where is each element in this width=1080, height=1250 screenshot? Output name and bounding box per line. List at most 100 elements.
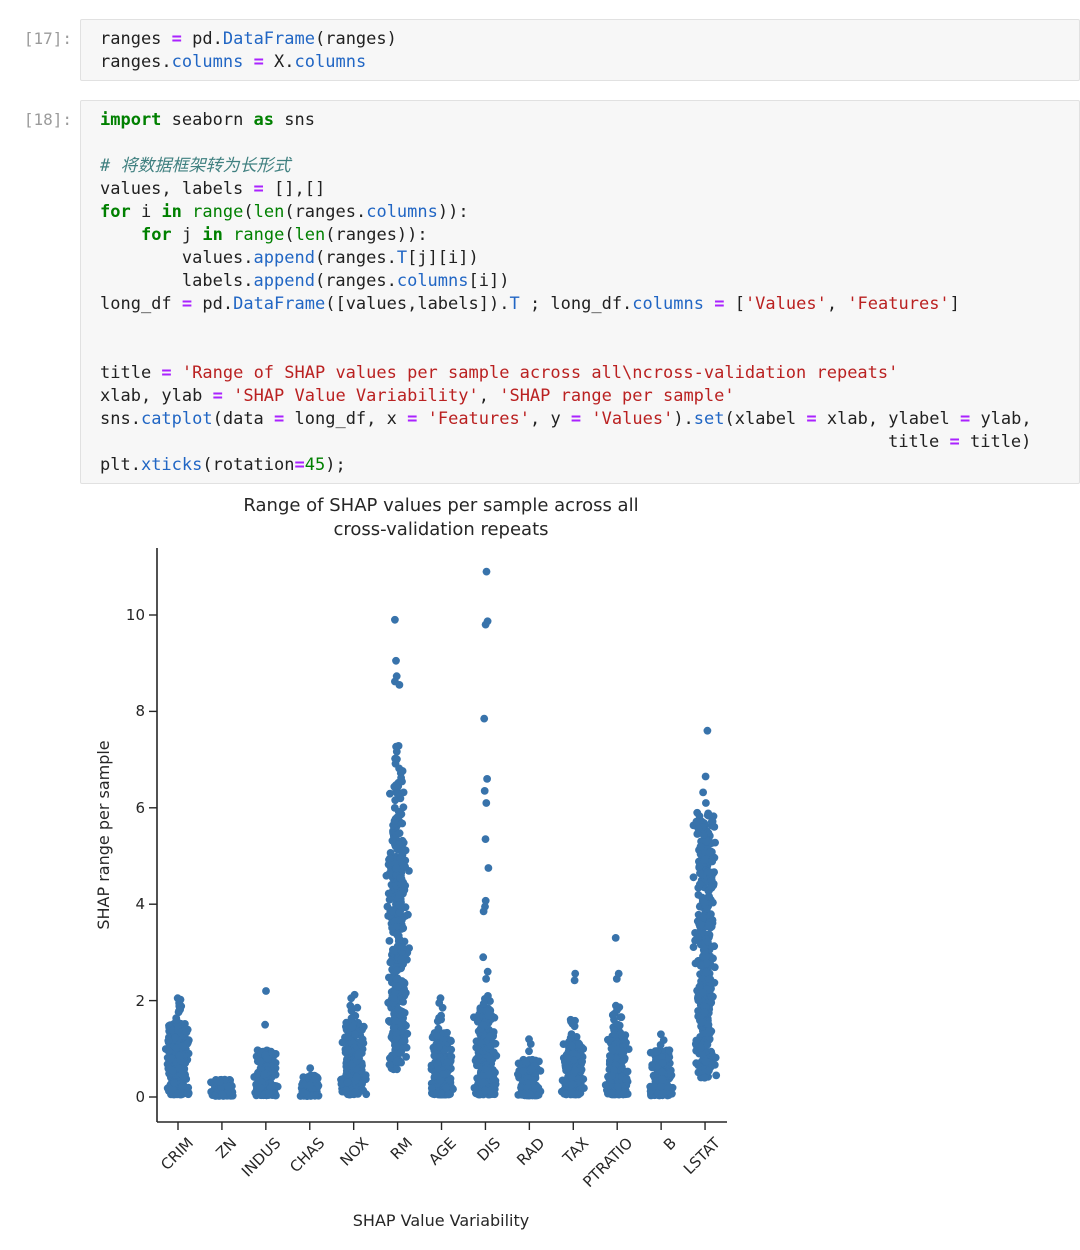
data-point [708,817,717,826]
data-point [392,1042,400,1050]
data-point [704,974,713,983]
code-token: 'Features' [427,409,530,429]
data-point [653,1047,662,1056]
code-token: for [100,202,131,222]
code-cell-input[interactable]: import seaborn as sns # 将数据框架转为长形式 values… [80,100,1080,484]
data-point [393,844,401,852]
data-point [399,788,408,797]
data-point [563,1064,572,1073]
code-token: (ranges)): [325,225,428,245]
data-point [343,1078,352,1087]
chart-title-line: Range of SHAP values per sample across a… [243,495,639,516]
data-point [490,1082,499,1091]
data-point [389,1023,398,1032]
data-point [696,880,704,889]
data-point [489,1048,498,1057]
code-token: 'SHAP Value Variability' [233,386,479,406]
data-point [390,817,399,825]
data-point [399,861,407,870]
data-point [710,942,719,951]
data-point [607,1089,616,1098]
strip-dots [161,567,721,1100]
code-line: ranges.columns = X.columns [100,51,1079,74]
data-point [398,850,407,859]
data-point [703,1040,712,1049]
data-point [401,989,410,997]
code-line: for i in range(len(ranges.columns)): [100,201,1079,224]
data-point [348,1023,357,1032]
data-point [700,1002,709,1011]
data-point [179,1072,188,1081]
cell-input-prompt: [18]: [23,110,72,129]
data-point [392,672,401,681]
data-point [398,819,407,828]
data-point [689,873,698,882]
data-point [390,946,398,955]
data-point [447,1037,455,1045]
code-token: columns [171,52,244,72]
code-token: columns [632,294,704,314]
data-point [357,1036,366,1045]
data-point [699,913,708,922]
data-point [705,848,714,857]
code-token: = [714,294,725,314]
data-point [384,889,393,898]
data-point [711,838,719,847]
code-token: len [253,202,285,222]
data-point [482,567,491,576]
data-point [525,1047,533,1056]
data-point [614,1082,622,1091]
data-point [694,1068,703,1077]
code-token: in [161,202,182,222]
data-point [352,1073,361,1081]
data-point [433,1089,442,1097]
code-token: catplot [140,409,213,429]
code-line: values.append(ranges.T[j][i]) [100,247,1079,270]
code-cell-input[interactable]: ranges = pd.DataFrame(ranges) ranges.colu… [80,19,1080,81]
data-point [623,1067,632,1076]
code-token: = [212,386,223,406]
data-point [385,854,394,863]
code-token: = [959,409,971,429]
code-token: xlab, ylabel [816,409,960,429]
data-point [703,726,712,735]
code-token: = [949,432,960,452]
data-point [399,924,407,932]
data-point [391,1017,400,1025]
chart-title-line: cross-validation repeats [333,519,549,540]
code-line: xlab, ylab = 'SHAP Value Variability', '… [100,385,1079,408]
code-token: title [100,432,950,452]
data-point [168,1085,177,1094]
data-point [359,1022,368,1031]
data-point [564,1054,572,1063]
data-point [692,1036,701,1045]
code-token: = [407,409,418,429]
code-token: append [253,248,315,268]
code-token: ); [325,455,346,475]
code-token: xlab, ylab [100,386,213,406]
code-token: title) [959,432,1032,452]
data-point [395,908,404,917]
data-point [479,1078,488,1087]
code-token: ). [673,409,694,429]
code-token: 'Values' [744,294,827,314]
data-point [658,1089,667,1098]
code-token: ; long_df. [519,294,633,314]
code-line [100,339,1079,362]
data-point [175,1006,183,1015]
code-token: , y [529,409,571,429]
data-point [486,1054,494,1063]
code-token: as [253,110,275,130]
data-point [705,921,713,930]
data-point [338,1038,347,1047]
data-point [170,1079,179,1087]
data-point [616,1013,625,1021]
data-point [705,1026,714,1035]
code-line: # 将数据框架转为长形式 [100,155,1079,178]
data-point [443,1058,452,1067]
data-point [481,1086,490,1095]
data-point [306,1064,315,1072]
data-point [705,1066,713,1075]
data-point [567,1030,576,1038]
data-point [527,1065,536,1073]
